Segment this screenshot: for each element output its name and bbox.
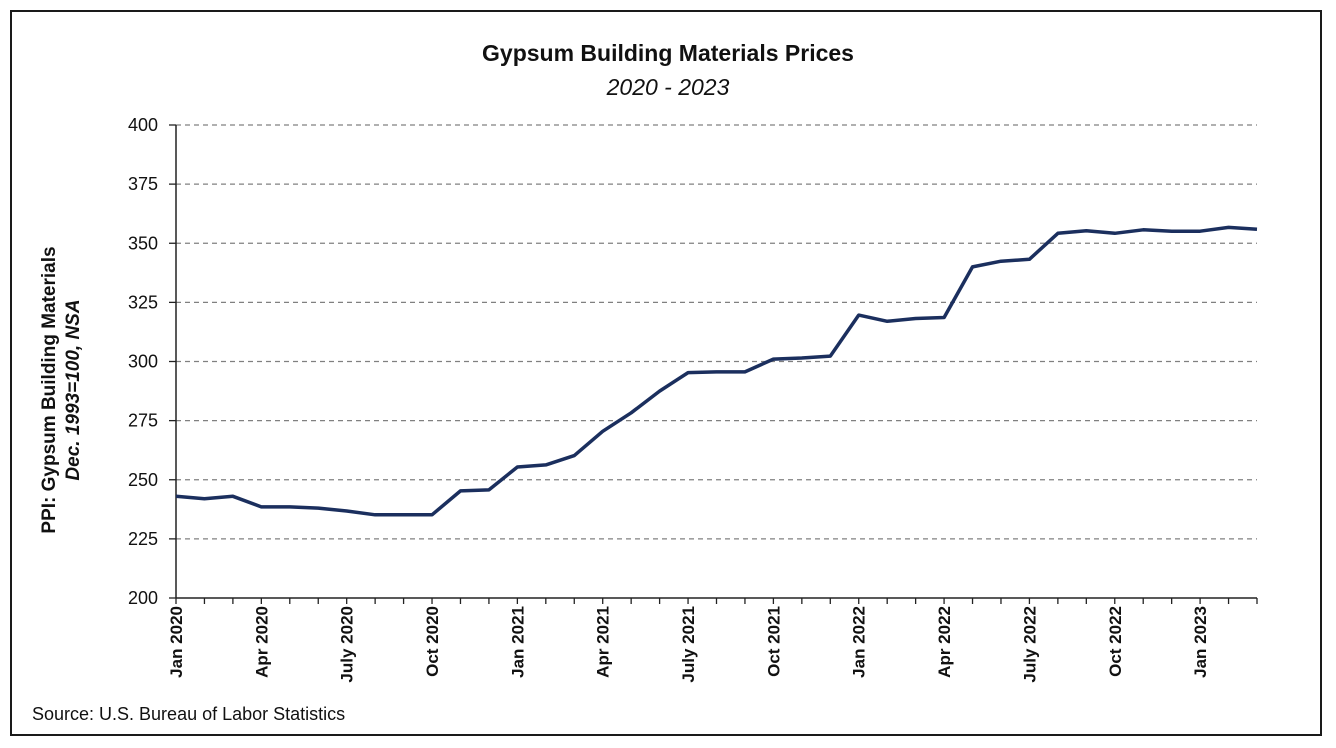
- chart-subtitle: 2020 - 2023: [606, 74, 730, 100]
- x-tick-label: Jan 2023: [1191, 606, 1210, 678]
- series-line: [175, 225, 1258, 517]
- x-tick-label: Jan 2020: [167, 606, 186, 678]
- y-tick-label: 250: [128, 470, 158, 490]
- y-tick-label: 275: [128, 411, 158, 431]
- chart-frame: [10, 10, 1322, 736]
- x-tick-label: Jan 2022: [850, 606, 869, 678]
- y-tick-label: 325: [128, 292, 158, 312]
- x-tick-label: Apr 2022: [935, 606, 954, 678]
- x-tick-label: July 2020: [338, 606, 357, 683]
- y-tick-label: 400: [128, 115, 158, 135]
- y-tick-label: 300: [128, 352, 158, 372]
- y-tick-label: 350: [128, 233, 158, 253]
- x-tick-label: Apr 2020: [252, 606, 271, 678]
- y-tick-label: 225: [128, 529, 158, 549]
- y-tick-label: 375: [128, 174, 158, 194]
- x-tick-label: July 2021: [679, 606, 698, 683]
- x-tick-label: Oct 2021: [764, 606, 783, 677]
- x-tick-label: Oct 2022: [1106, 606, 1125, 677]
- chart-title: Gypsum Building Materials Prices: [482, 40, 854, 66]
- x-tick-label: Oct 2020: [423, 606, 442, 677]
- x-tick-label: July 2022: [1020, 606, 1039, 683]
- x-tick-label: Jan 2021: [508, 606, 527, 678]
- y-tick-label: 200: [128, 588, 158, 608]
- source-note: Source: U.S. Bureau of Labor Statistics: [32, 704, 346, 724]
- x-tick-label: Apr 2021: [594, 606, 613, 678]
